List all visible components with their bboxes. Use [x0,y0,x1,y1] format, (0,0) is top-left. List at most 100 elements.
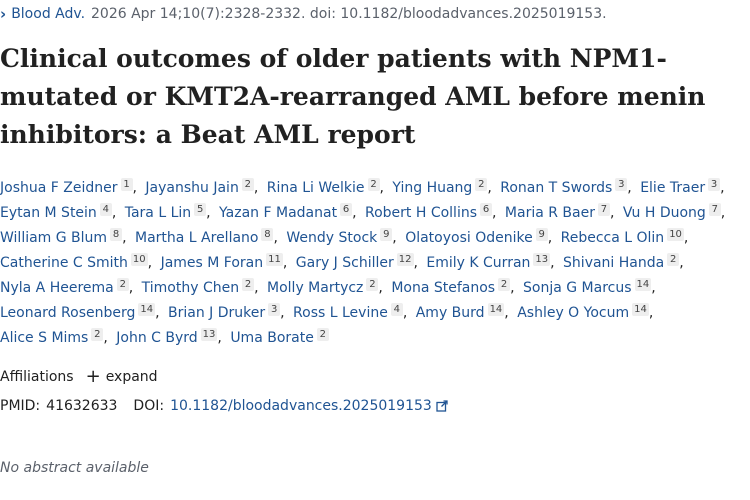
author-separator: , [492,205,497,221]
affiliation-number[interactable]: 14 [632,303,649,316]
affiliation-number[interactable]: 12 [396,253,414,266]
author-item: Rina Li Welkie 2, [266,178,388,196]
title-line: inhibitors: a Beat AML report [0,120,416,149]
author-line: Alice S Mims 2, John C Byrd 13, Uma Borate… [0,326,745,351]
author-item: Uma Borate 2 [230,328,329,346]
author-name-link[interactable]: Emily K Curran [426,255,531,271]
author-separator: , [280,305,285,321]
affiliation-number[interactable]: 3 [615,178,628,191]
affiliation-number[interactable]: 3 [268,303,281,316]
affiliation-number[interactable]: 2 [667,253,680,266]
journal-name-link[interactable]: Blood Adv. [11,6,86,22]
author-name-link[interactable]: Elie Traer [640,180,706,196]
author-name-link[interactable]: James M Foran [160,255,264,271]
affiliation-number[interactable]: 2 [116,278,129,291]
author-name-link[interactable]: Nyla A Heerema [0,280,114,296]
author-separator: , [147,255,153,271]
author-name-link[interactable]: Gary J Schiller [295,255,394,271]
author-name-link[interactable]: Uma Borate [230,330,314,346]
author-name-link[interactable]: Ross L Levine [293,305,388,321]
author-name-link[interactable]: Brian J Druker [168,305,266,321]
affiliation-number[interactable]: 9 [535,228,548,241]
title-line: Clinical outcomes of older patients with… [0,44,667,73]
author-name-link[interactable]: Mona Stefanos [391,280,496,296]
affiliation-number[interactable]: 2 [498,278,511,291]
affiliation-number[interactable]: 8 [261,228,274,241]
affiliation-number[interactable]: 10 [130,253,148,266]
affiliation-number[interactable]: 4 [390,303,403,316]
affiliation-number[interactable]: 9 [380,228,393,241]
affiliation-number[interactable]: 2 [366,278,379,291]
affiliation-number[interactable]: 3 [708,178,721,191]
author-name-link[interactable]: Jayanshu Jain [145,180,239,196]
author-item: Catherine C Smith 10, [0,253,156,271]
author-name-link[interactable]: Wendy Stock [286,230,378,246]
affiliation-number[interactable]: 2 [91,328,104,341]
author-name-link[interactable]: Alice S Mims [0,330,89,346]
affiliation-number[interactable]: 2 [475,178,488,191]
affiliation-number[interactable]: 13 [200,328,218,341]
pmid-value: 41632633 [46,398,118,414]
author-name-link[interactable]: Vu H Duong [622,205,706,221]
author-name-link[interactable]: Martha L Arellano [134,230,259,246]
author-name-link[interactable]: Yazan F Madanat [219,205,338,221]
author-name-link[interactable]: Tara L Lin [124,205,192,221]
external-link-icon[interactable] [436,400,448,412]
author-name-link[interactable]: Shivani Handa [563,255,665,271]
author-name-link[interactable]: Rebecca L Olin [560,230,665,246]
author-item: Tara L Lin 5, [124,203,215,221]
author-name-link[interactable]: Ronan T Swords [500,180,613,196]
affiliation-number[interactable]: 6 [480,203,492,216]
author-separator: , [487,180,492,196]
affiliation-number[interactable]: 1 [120,178,133,191]
affiliation-number[interactable]: 6 [340,203,353,216]
author-name-link[interactable]: Ashley O Yocum [517,305,630,321]
author-separator: , [402,305,408,321]
doi-link[interactable]: 10.1182/bloodadvances.2025019153 [170,398,432,414]
affiliation-number[interactable]: 2 [316,328,329,341]
affiliation-number[interactable]: 14 [487,303,505,316]
author-separator: , [254,280,259,296]
affiliation-number[interactable]: 2 [367,178,380,191]
author-name-link[interactable]: Leonard Rosenberg [0,305,136,321]
author-name-link[interactable]: Amy Burd [415,305,485,321]
author-separator: , [122,230,127,246]
author-item: Gary J Schiller 12, [295,253,422,271]
author-item: Alice S Mims 2, [0,328,112,346]
chevron-right-icon[interactable]: › [0,5,7,23]
affiliation-number[interactable]: 8 [110,228,123,241]
author-name-link[interactable]: Maria R Baer [504,205,595,221]
author-name-link[interactable]: Molly Martycz [267,280,364,296]
author-name-link[interactable]: Timothy Chen [141,280,240,296]
author-name-link[interactable]: Robert H Collins [364,205,477,221]
affiliation-number[interactable]: 7 [708,203,721,216]
author-separator: , [550,255,555,271]
affiliation-number[interactable]: 14 [634,278,652,291]
expand-affiliations-button[interactable]: + expand [86,368,158,386]
author-name-link[interactable]: Ying Huang [392,180,473,196]
pmid-label: PMID: [0,398,41,414]
affiliation-number[interactable]: 7 [597,203,610,216]
author-item: Timothy Chen 2, [141,278,263,296]
affiliation-number[interactable]: 4 [99,203,112,216]
author-name-link[interactable]: Joshua F Zeidner [0,180,118,196]
affiliation-number[interactable]: 11 [266,253,283,266]
affiliation-number[interactable]: 14 [138,303,156,316]
author-name-link[interactable]: Eytan M Stein [0,205,97,221]
author-name-link[interactable]: Rina Li Welkie [266,180,365,196]
affiliation-number[interactable]: 10 [667,228,684,241]
author-separator: , [352,205,357,221]
affiliation-number[interactable]: 2 [242,278,255,291]
author-item: Maria R Baer 7, [504,203,619,221]
author-item: Robert H Collins 6, [364,203,500,221]
author-item: Mona Stefanos 2, [391,278,518,296]
author-name-link[interactable]: John C Byrd [116,330,198,346]
affiliation-number[interactable]: 5 [194,203,207,216]
author-name-link[interactable]: Olatoyosi Odenike [405,230,533,246]
author-name-link[interactable]: William G Blum [0,230,108,246]
author-separator: , [627,180,632,196]
affiliation-number[interactable]: 2 [241,178,254,191]
affiliation-number[interactable]: 13 [533,253,551,266]
author-name-link[interactable]: Catherine C Smith [0,255,128,271]
author-name-link[interactable]: Sonja G Marcus [523,280,632,296]
